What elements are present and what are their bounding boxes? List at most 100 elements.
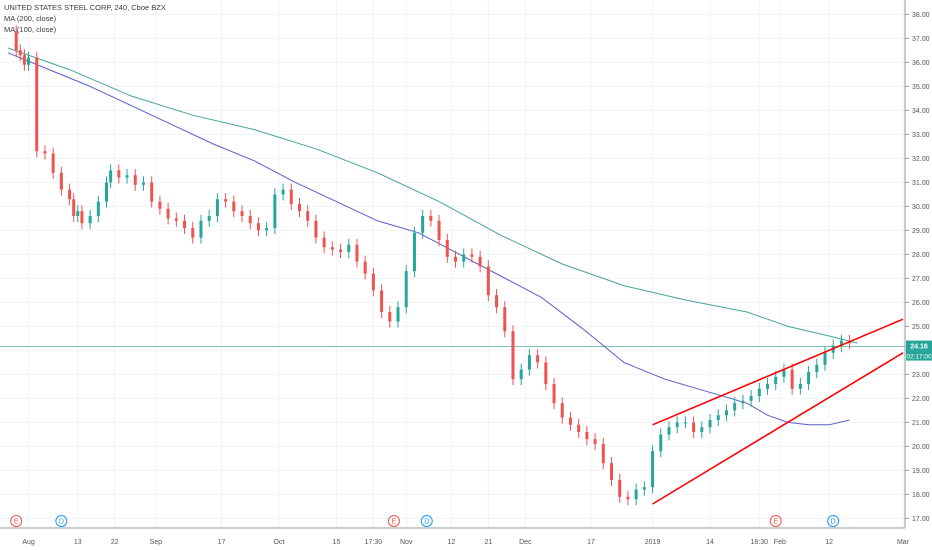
candle-body	[96, 201, 100, 216]
candle-body	[396, 307, 400, 322]
candle-body	[683, 422, 687, 424]
candle-body	[388, 312, 392, 322]
candle-body	[749, 396, 753, 401]
candle-body	[166, 208, 170, 219]
ma200-legend: MA (200, close)	[4, 14, 57, 23]
x-tick-label: 17	[218, 539, 226, 546]
candle-body	[823, 352, 827, 365]
countdown-tag	[906, 350, 932, 361]
candle-body	[766, 384, 770, 389]
y-tick-label: 30.00	[912, 204, 930, 211]
candle-body	[18, 50, 22, 56]
candle-body	[815, 364, 819, 372]
candle-body	[76, 211, 80, 216]
y-tick-label: 25.00	[912, 324, 930, 331]
candle-body	[839, 340, 843, 346]
y-tick-label: 21.00	[912, 420, 930, 427]
candle-body	[125, 175, 129, 178]
candle-body	[593, 439, 597, 444]
candle-body	[330, 247, 334, 250]
candle-body	[667, 427, 671, 435]
candle-body	[183, 220, 187, 228]
y-tick-label: 28.00	[912, 252, 930, 259]
candle-body	[27, 57, 31, 65]
x-tick-label: 12	[447, 539, 455, 546]
candle-body	[105, 182, 109, 202]
candle-body	[790, 369, 794, 389]
candle-body	[314, 220, 318, 238]
y-tick-label: 26.00	[912, 300, 930, 307]
price-tag	[906, 340, 932, 351]
y-tick-label: 37.00	[912, 36, 930, 43]
y-tick-label: 29.00	[912, 228, 930, 235]
candle-body	[560, 403, 564, 418]
candle-body	[445, 240, 449, 257]
candle-body	[199, 220, 203, 238]
x-tick-label: Oct	[274, 539, 285, 546]
event-marker	[769, 515, 782, 527]
candle-body	[404, 271, 408, 308]
candle-body	[380, 290, 384, 312]
candle-body	[117, 170, 121, 178]
candle-body	[191, 228, 195, 238]
candle-body	[462, 254, 466, 262]
candle-body	[527, 355, 531, 370]
candle-body	[552, 384, 556, 404]
candle-body	[109, 170, 113, 183]
candle-body	[43, 151, 47, 154]
x-tick-label: Aug	[22, 539, 35, 546]
candle-body	[297, 204, 301, 212]
candle-body	[618, 480, 622, 497]
candle-body	[289, 189, 293, 204]
candle-body	[158, 201, 162, 209]
candle-body	[72, 199, 76, 216]
y-tick-label: 18.00	[912, 492, 930, 499]
x-tick-label: 2019	[645, 539, 661, 546]
x-tick-label: 15	[333, 539, 341, 546]
y-tick-label: 22.00	[912, 396, 930, 403]
candle-body	[88, 216, 92, 224]
candle-body	[248, 216, 252, 224]
event-marker-letter: E	[14, 519, 19, 526]
y-tick-label: 27.00	[912, 276, 930, 283]
candle-body	[651, 451, 655, 488]
candle-body	[215, 199, 219, 216]
candle-body	[519, 369, 523, 380]
candle-body	[363, 261, 367, 274]
candle-body	[339, 249, 343, 252]
candle-body	[724, 410, 728, 416]
candle-body	[371, 273, 375, 291]
y-tick-label: 17.00	[912, 516, 930, 523]
candle-body	[355, 244, 359, 262]
candle-body	[256, 223, 260, 231]
x-tick-label: 21	[484, 539, 492, 546]
event-marker	[10, 515, 23, 527]
candle-body	[347, 244, 351, 252]
candle-body	[495, 295, 499, 308]
candle-body	[429, 216, 433, 221]
candle-body	[265, 228, 269, 231]
candle-body	[774, 376, 778, 384]
candle-body	[454, 256, 457, 262]
y-tick-label: 35.00	[912, 84, 930, 91]
candle-body	[207, 216, 211, 221]
trendline-channel-bottom	[652, 352, 904, 505]
x-tick-label: Mar	[897, 539, 910, 546]
candle-body	[437, 220, 441, 240]
candle-body	[503, 307, 507, 332]
event-marker-letter: E	[392, 519, 397, 526]
x-tick-label: 17	[587, 539, 595, 546]
candle-body	[59, 172, 63, 190]
candle-body	[741, 400, 745, 404]
y-tick-label: 32.00	[912, 156, 930, 163]
candle-body	[14, 31, 18, 51]
candle-body	[782, 369, 786, 377]
y-tick-label: 23.00	[912, 372, 930, 379]
x-tick-label: Feb	[774, 539, 786, 546]
x-tick-label: 13	[74, 539, 82, 546]
event-marker-letter: D	[59, 519, 64, 526]
candle-body	[51, 153, 55, 173]
candle-body	[626, 496, 630, 500]
